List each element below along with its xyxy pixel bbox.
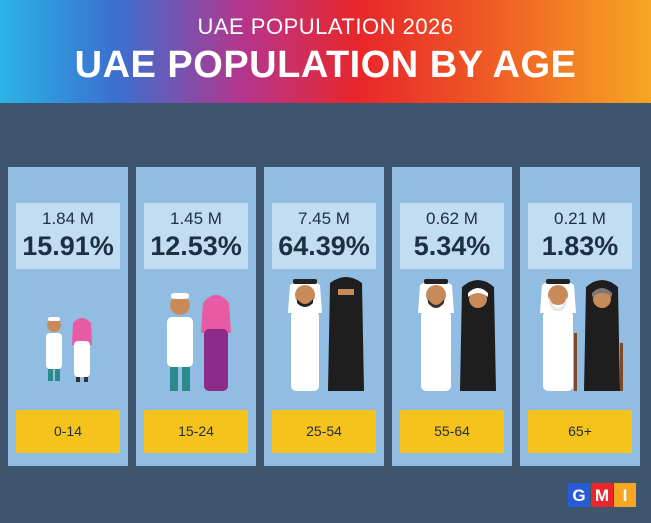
age-group-column-55-64: 0.62 M 5.34% 55-64 (392, 167, 512, 466)
percent-value: 12.53% (150, 231, 242, 261)
svg-text:M: M (595, 486, 609, 505)
age-label: 25-54 (272, 410, 376, 453)
stat-box: 0.62 M 5.34% (400, 203, 504, 269)
percent-value: 15.91% (22, 231, 114, 261)
population-value: 0.21 M (554, 209, 606, 228)
stat-box: 1.84 M 15.91% (16, 203, 120, 269)
population-value: 0.62 M (426, 209, 478, 228)
page-title: UAE POPULATION BY AGE (74, 44, 577, 86)
stat-box: 0.21 M 1.83% (528, 203, 632, 269)
population-value: 1.45 M (170, 209, 222, 228)
stat-box: 7.45 M 64.39% (272, 203, 376, 269)
child-figures-illustration (8, 273, 128, 403)
percent-value: 1.83% (541, 231, 619, 261)
age-label: 65+ (528, 410, 632, 453)
middle-aged-figures-illustration (392, 273, 512, 403)
svg-text:I: I (623, 486, 628, 505)
svg-text:G: G (572, 486, 585, 505)
teen-figures-illustration (136, 273, 256, 403)
header-banner: UAE POPULATION 2026 UAE POPULATION BY AG… (0, 0, 651, 103)
percent-value: 64.39% (278, 231, 370, 261)
population-value: 1.84 M (42, 209, 94, 228)
population-value: 7.45 M (298, 209, 350, 228)
stat-box: 1.45 M 12.53% (144, 203, 248, 269)
percent-value: 5.34% (413, 231, 491, 261)
age-label: 15-24 (144, 410, 248, 453)
page-subtitle: UAE POPULATION 2026 (197, 14, 454, 39)
age-group-column-65-plus: 0.21 M 1.83% 65+ (520, 167, 640, 466)
adult-figures-illustration (264, 273, 384, 403)
age-group-column-25-54: 7.45 M 64.39% 25-54 (264, 167, 384, 466)
age-group-column-15-24: 1.45 M 12.53% 15-24 (136, 167, 256, 466)
gmi-logo: G M I (568, 483, 636, 507)
elderly-figures-illustration (520, 273, 640, 403)
age-label: 55-64 (400, 410, 504, 453)
age-label: 0-14 (16, 410, 120, 453)
age-group-column-0-14: 1.84 M 15.91% 0-14 (8, 167, 128, 466)
